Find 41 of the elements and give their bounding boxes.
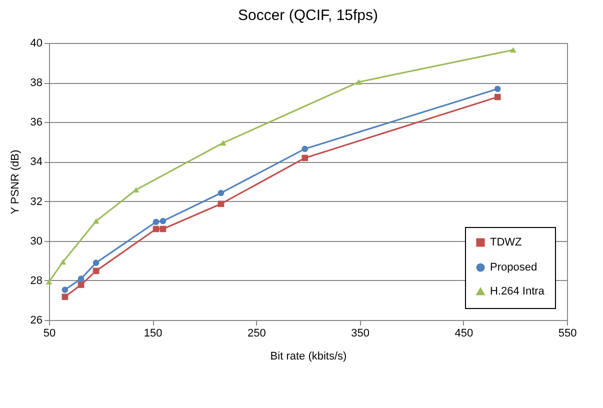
- point: [160, 226, 166, 232]
- x-tick-label: 50: [43, 328, 56, 340]
- y-tick-label: 32: [30, 196, 42, 208]
- x-tick-label: 550: [558, 328, 577, 340]
- point: [152, 218, 160, 226]
- x-tick-label: 350: [351, 328, 370, 340]
- point: [92, 268, 100, 274]
- point: [60, 259, 66, 265]
- y-tick-label: 30: [30, 235, 42, 248]
- point: [78, 282, 84, 288]
- point: [494, 94, 501, 100]
- point: [220, 140, 226, 146]
- legend-label: Proposed: [490, 262, 538, 274]
- point: [494, 86, 501, 92]
- point: [62, 286, 68, 293]
- chart-title: Soccer (QCIF, 15fps): [238, 7, 378, 24]
- x-tick-label: 150: [144, 328, 162, 340]
- point: [78, 276, 84, 282]
- point: [218, 200, 224, 208]
- y-tick-label: 28: [30, 274, 42, 287]
- point: [302, 146, 308, 152]
- point: [510, 47, 516, 53]
- point: [62, 294, 68, 300]
- x-tick-label: 450: [454, 328, 474, 340]
- point: [92, 218, 100, 224]
- y-tick-label: 26: [30, 314, 42, 326]
- legend-label: H.264 Intra: [490, 286, 546, 298]
- point: [356, 79, 362, 85]
- y-axis-title: Y PSNR (dB): [9, 150, 22, 214]
- point: [218, 190, 224, 196]
- y-tick-label: 36: [30, 116, 42, 129]
- point: [302, 154, 308, 162]
- point: [160, 218, 166, 224]
- x-axis-title: Bit rate (kbits/s): [270, 350, 347, 362]
- x-tick-label: 250: [248, 328, 266, 340]
- y-tick-label: 34: [30, 156, 42, 168]
- y-tick-label: 40: [30, 38, 42, 50]
- legend-label: TDWZ: [490, 236, 522, 248]
- y-tick-label: 38: [30, 77, 42, 90]
- point: [92, 260, 100, 266]
- point: [152, 226, 160, 232]
